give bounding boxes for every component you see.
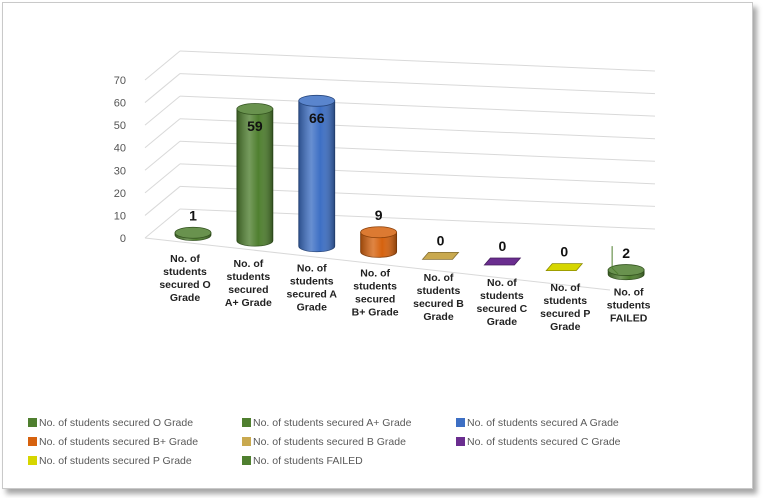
y-tick-label: 70 <box>114 75 126 87</box>
data-label: 0 <box>437 232 445 248</box>
gridline-side <box>144 118 181 149</box>
y-tick-label: 10 <box>114 210 126 222</box>
gridline-side <box>144 73 181 103</box>
bar-shading <box>236 109 273 247</box>
bar <box>174 226 212 241</box>
legend-item: No. of students secured P Grade <box>28 454 192 468</box>
x-tick-label: No. of students secured A+ Grade <box>225 258 272 309</box>
data-label: 66 <box>309 110 325 126</box>
x-tick-label: No. of students secured O Grade <box>159 253 210 304</box>
x-tick-label: No. of students secured C Grade <box>476 277 527 328</box>
legend-item: No. of students secured C Grade <box>456 435 621 449</box>
legend-item: No. of students FAILED <box>242 454 363 468</box>
gridline-side <box>144 163 181 194</box>
gridline <box>179 50 656 72</box>
x-tick-label: No. of students secured P Grade <box>540 282 590 333</box>
bar-shading <box>298 100 335 252</box>
bar-flat <box>483 257 522 266</box>
legend-label: No. of students secured C Grade <box>467 436 621 448</box>
bars <box>174 94 645 281</box>
gridline-side <box>144 140 181 171</box>
floor-edge <box>144 237 611 291</box>
gridline <box>179 73 656 95</box>
legend-label: No. of students FAILED <box>253 455 363 467</box>
bar <box>236 103 274 247</box>
data-label: 1 <box>189 208 197 224</box>
bar-top <box>360 226 398 239</box>
x-tick-label: No. of students FAILED <box>607 287 651 325</box>
data-label: 2 <box>622 245 630 261</box>
legend-swatch <box>28 456 37 465</box>
bar <box>360 226 398 258</box>
legend-swatch <box>242 418 251 427</box>
legend-swatch <box>456 437 465 446</box>
bar <box>421 252 460 260</box>
legend-label: No. of students secured O Grade <box>39 417 194 429</box>
data-label: 0 <box>498 238 506 254</box>
x-tick-label: No. of students secured B Grade <box>413 272 464 323</box>
y-tick-label: 0 <box>120 233 126 245</box>
x-tick-label: No. of students secured A Grade <box>287 263 338 314</box>
legend-label: No. of students secured A Grade <box>467 417 619 429</box>
bar-flat <box>545 263 584 271</box>
data-label: 0 <box>560 244 568 260</box>
y-tick-label: 40 <box>114 143 126 155</box>
legend-item: No. of students secured B Grade <box>242 435 406 449</box>
gridline-side <box>144 95 181 126</box>
y-axis: 0 10 20 30 40 50 60 70 <box>114 75 126 245</box>
y-tick-label: 50 <box>114 120 126 132</box>
legend-label: No. of students secured A+ Grade <box>253 417 412 429</box>
legend-swatch <box>242 437 251 446</box>
bar-top <box>174 226 212 239</box>
bar <box>607 264 645 281</box>
x-axis: No. of students secured O Grade No. of studen… <box>159 253 650 333</box>
legend-swatch <box>456 418 465 427</box>
legend-label: No. of students secured B+ Grade <box>39 436 199 448</box>
data-label: 59 <box>247 118 263 134</box>
bar <box>483 257 522 266</box>
bar <box>545 263 584 271</box>
y-tick-label: 20 <box>114 188 126 200</box>
bar-shading <box>360 232 397 258</box>
leader-line <box>611 246 619 275</box>
legend-item: No. of students secured A+ Grade <box>242 416 411 430</box>
data-label: 9 <box>375 207 383 223</box>
gridline-side <box>144 186 181 216</box>
bar <box>298 94 336 253</box>
gridline-side <box>144 208 181 239</box>
y-tick-label: 60 <box>114 98 126 110</box>
bar-top <box>236 103 274 115</box>
legend-swatch <box>242 456 251 465</box>
legend-swatch <box>28 437 37 446</box>
legend-item: No. of students secured O Grade <box>28 416 193 430</box>
gridline <box>179 95 656 117</box>
data-labels: 1 59 66 9 0 0 0 2 <box>189 110 630 275</box>
gridlines <box>144 50 656 291</box>
legend-label: No. of students secured P Grade <box>39 455 192 467</box>
y-tick-label: 30 <box>114 165 126 177</box>
x-tick-label: No. of students secured B+ Grade <box>352 267 399 318</box>
bar-top <box>298 94 336 107</box>
bar-flat <box>421 252 460 260</box>
legend-item: No. of students secured B+ Grade <box>28 435 198 449</box>
gridline-side <box>144 50 181 81</box>
legend-swatch <box>28 418 37 427</box>
legend-item: No. of students secured A Grade <box>456 416 619 430</box>
legend-label: No. of students secured B Grade <box>253 436 406 448</box>
